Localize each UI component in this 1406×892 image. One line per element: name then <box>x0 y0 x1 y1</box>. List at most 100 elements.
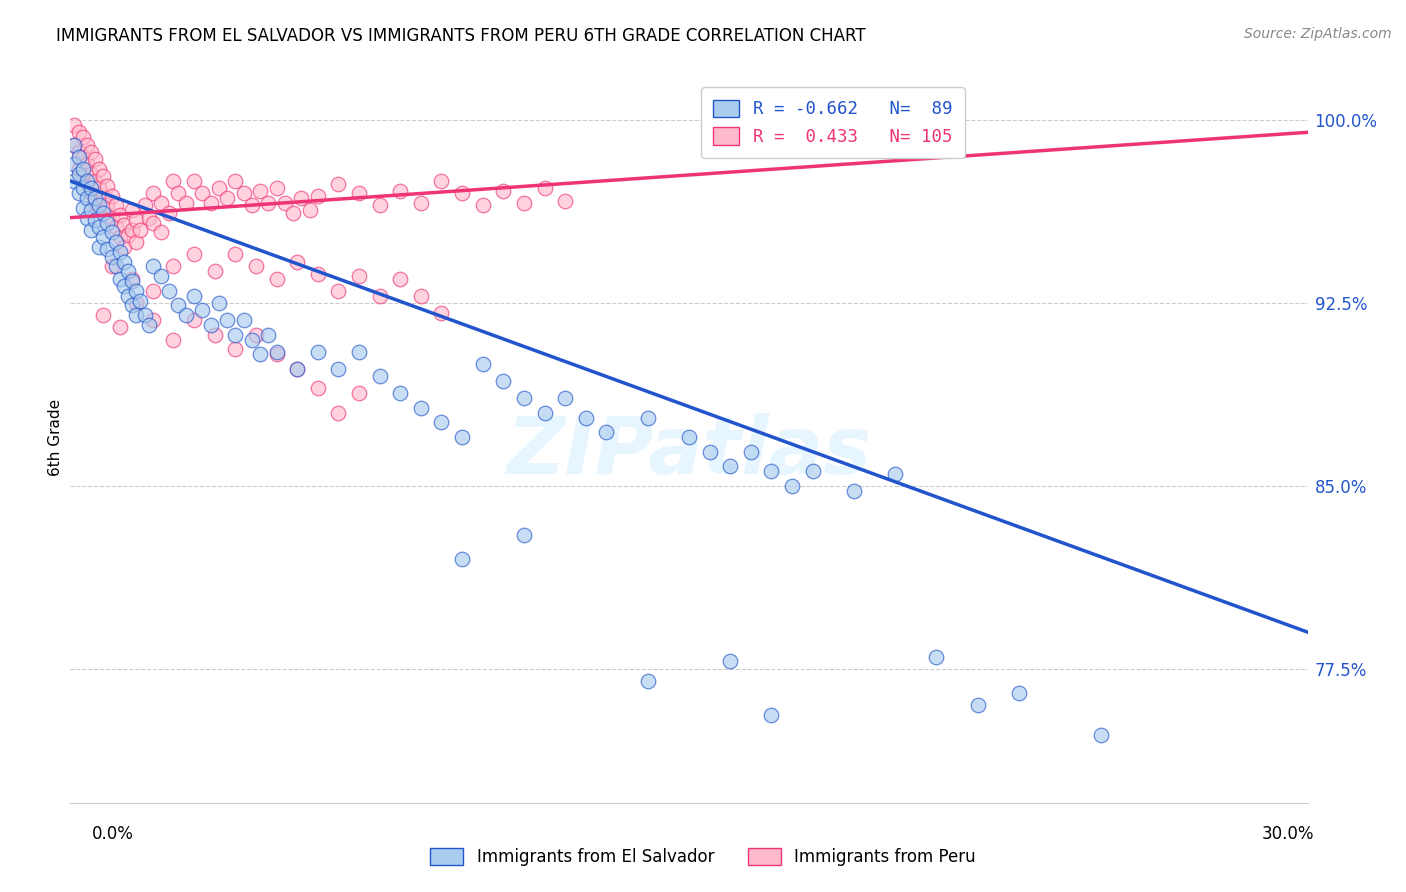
Point <box>347 186 370 201</box>
Point <box>117 264 139 278</box>
Point <box>166 186 188 201</box>
Point <box>125 213 148 227</box>
Point <box>257 327 280 342</box>
Point <box>389 386 412 401</box>
Point <box>884 467 907 481</box>
Point <box>328 177 350 191</box>
Point <box>224 247 246 261</box>
Point <box>281 206 304 220</box>
Point <box>63 118 86 132</box>
Point <box>142 284 165 298</box>
Point <box>100 211 122 225</box>
Point <box>150 196 173 211</box>
Point <box>125 308 148 322</box>
Point <box>575 410 598 425</box>
Legend: R = -0.662   N=  89, R =  0.433   N= 105: R = -0.662 N= 89, R = 0.433 N= 105 <box>702 87 965 158</box>
Point <box>266 344 288 359</box>
Point <box>67 145 90 159</box>
Point <box>125 284 148 298</box>
Point <box>718 654 741 668</box>
Point <box>245 327 267 342</box>
Point <box>80 145 103 159</box>
Point <box>112 254 135 268</box>
Point <box>76 174 98 188</box>
Point <box>63 157 86 171</box>
Point <box>718 459 741 474</box>
Point <box>96 198 118 212</box>
Point <box>307 267 329 281</box>
Point <box>72 201 94 215</box>
Point <box>513 391 536 405</box>
Point <box>150 269 173 284</box>
Point <box>174 196 197 211</box>
Point <box>780 479 803 493</box>
Point <box>150 225 173 239</box>
Point <box>129 293 152 308</box>
Point <box>100 260 122 274</box>
Point <box>183 288 205 302</box>
Text: Source: ZipAtlas.com: Source: ZipAtlas.com <box>1244 27 1392 41</box>
Point <box>89 198 111 212</box>
Point <box>249 347 271 361</box>
Point <box>100 188 122 202</box>
Point <box>108 320 131 334</box>
Point <box>740 444 762 458</box>
Point <box>129 223 152 237</box>
Point <box>389 271 412 285</box>
Point <box>134 198 156 212</box>
Point <box>307 381 329 395</box>
Point <box>183 174 205 188</box>
Point <box>368 198 391 212</box>
Point <box>471 198 494 212</box>
Point <box>232 186 254 201</box>
Point <box>307 344 329 359</box>
Point <box>215 313 238 327</box>
Point <box>274 196 297 211</box>
Point <box>84 152 107 166</box>
Point <box>285 254 308 268</box>
Point <box>471 357 494 371</box>
Text: 30.0%: 30.0% <box>1263 825 1315 843</box>
Point <box>533 406 555 420</box>
Point <box>76 157 98 171</box>
Point <box>67 150 90 164</box>
Point <box>67 125 90 139</box>
Point <box>142 313 165 327</box>
Point <box>513 527 536 541</box>
Point <box>80 223 103 237</box>
Point <box>84 194 107 208</box>
Point <box>104 260 127 274</box>
Point <box>347 386 370 401</box>
Point <box>224 343 246 357</box>
Point <box>76 211 98 225</box>
Point <box>451 186 474 201</box>
Point <box>492 184 515 198</box>
Point <box>761 464 783 478</box>
Point <box>347 344 370 359</box>
Point <box>368 288 391 302</box>
Point <box>67 186 90 201</box>
Point <box>67 167 90 181</box>
Point <box>1090 727 1112 741</box>
Point <box>89 220 111 235</box>
Point <box>240 333 263 347</box>
Point <box>89 203 111 218</box>
Point <box>513 196 536 211</box>
Point <box>430 306 453 320</box>
Point <box>91 169 114 184</box>
Point <box>84 191 107 205</box>
Point <box>266 347 288 361</box>
Point <box>183 247 205 261</box>
Point <box>138 211 160 225</box>
Point <box>204 327 226 342</box>
Point <box>240 198 263 212</box>
Point <box>257 196 280 211</box>
Point <box>801 464 824 478</box>
Point <box>183 313 205 327</box>
Point <box>290 191 312 205</box>
Text: ZIPatlas: ZIPatlas <box>506 413 872 491</box>
Point <box>112 218 135 232</box>
Point <box>96 178 118 193</box>
Point <box>108 230 131 244</box>
Point <box>84 174 107 188</box>
